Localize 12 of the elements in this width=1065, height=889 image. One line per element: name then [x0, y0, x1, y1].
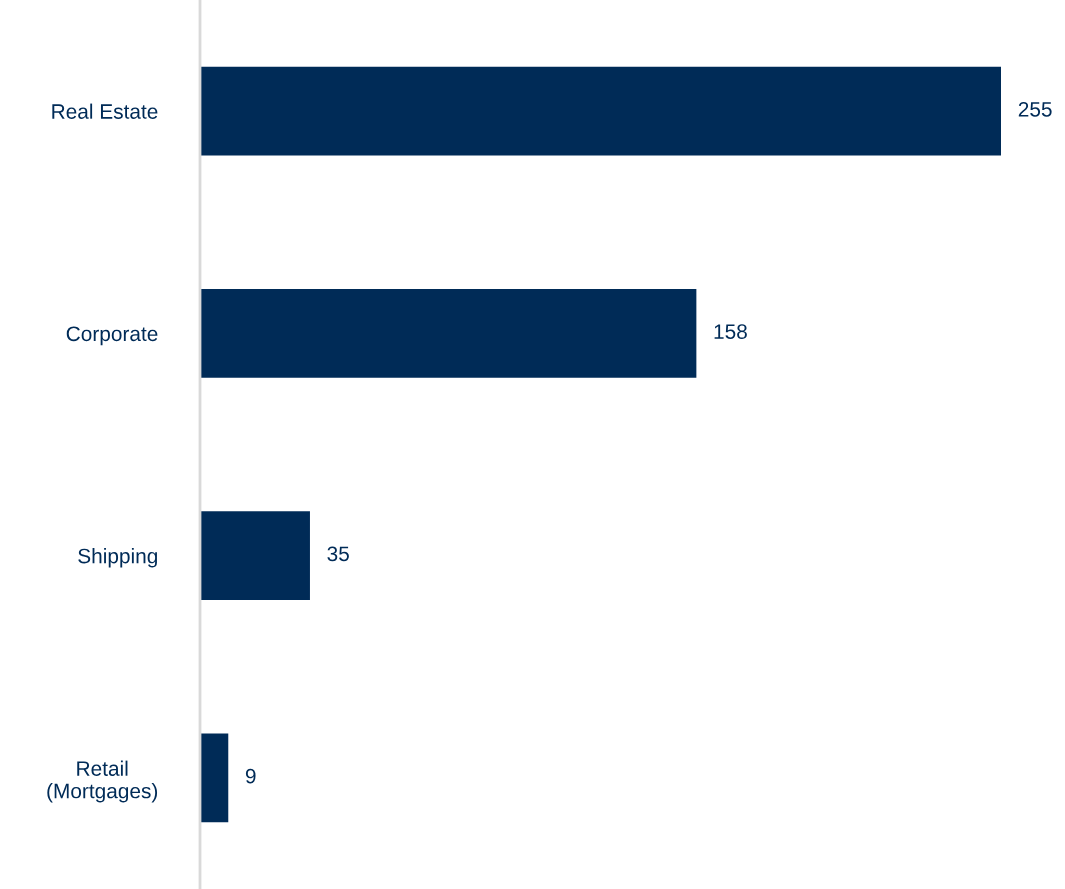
bar [200, 733, 229, 823]
data-label: 158 [714, 324, 747, 339]
data-label: 255 [1018, 101, 1052, 117]
bar [200, 288, 697, 378]
y-tick-label: Retail (Mortgages) [47, 760, 158, 803]
data-label: 9 [245, 768, 256, 784]
y-tick-label: Corporate [66, 326, 158, 346]
y-tick-label: Real Estate [52, 103, 158, 119]
bar [200, 511, 310, 601]
data-label: 35 [327, 546, 349, 562]
y-tick-label: Shipping [78, 548, 157, 568]
bar [200, 66, 1002, 156]
